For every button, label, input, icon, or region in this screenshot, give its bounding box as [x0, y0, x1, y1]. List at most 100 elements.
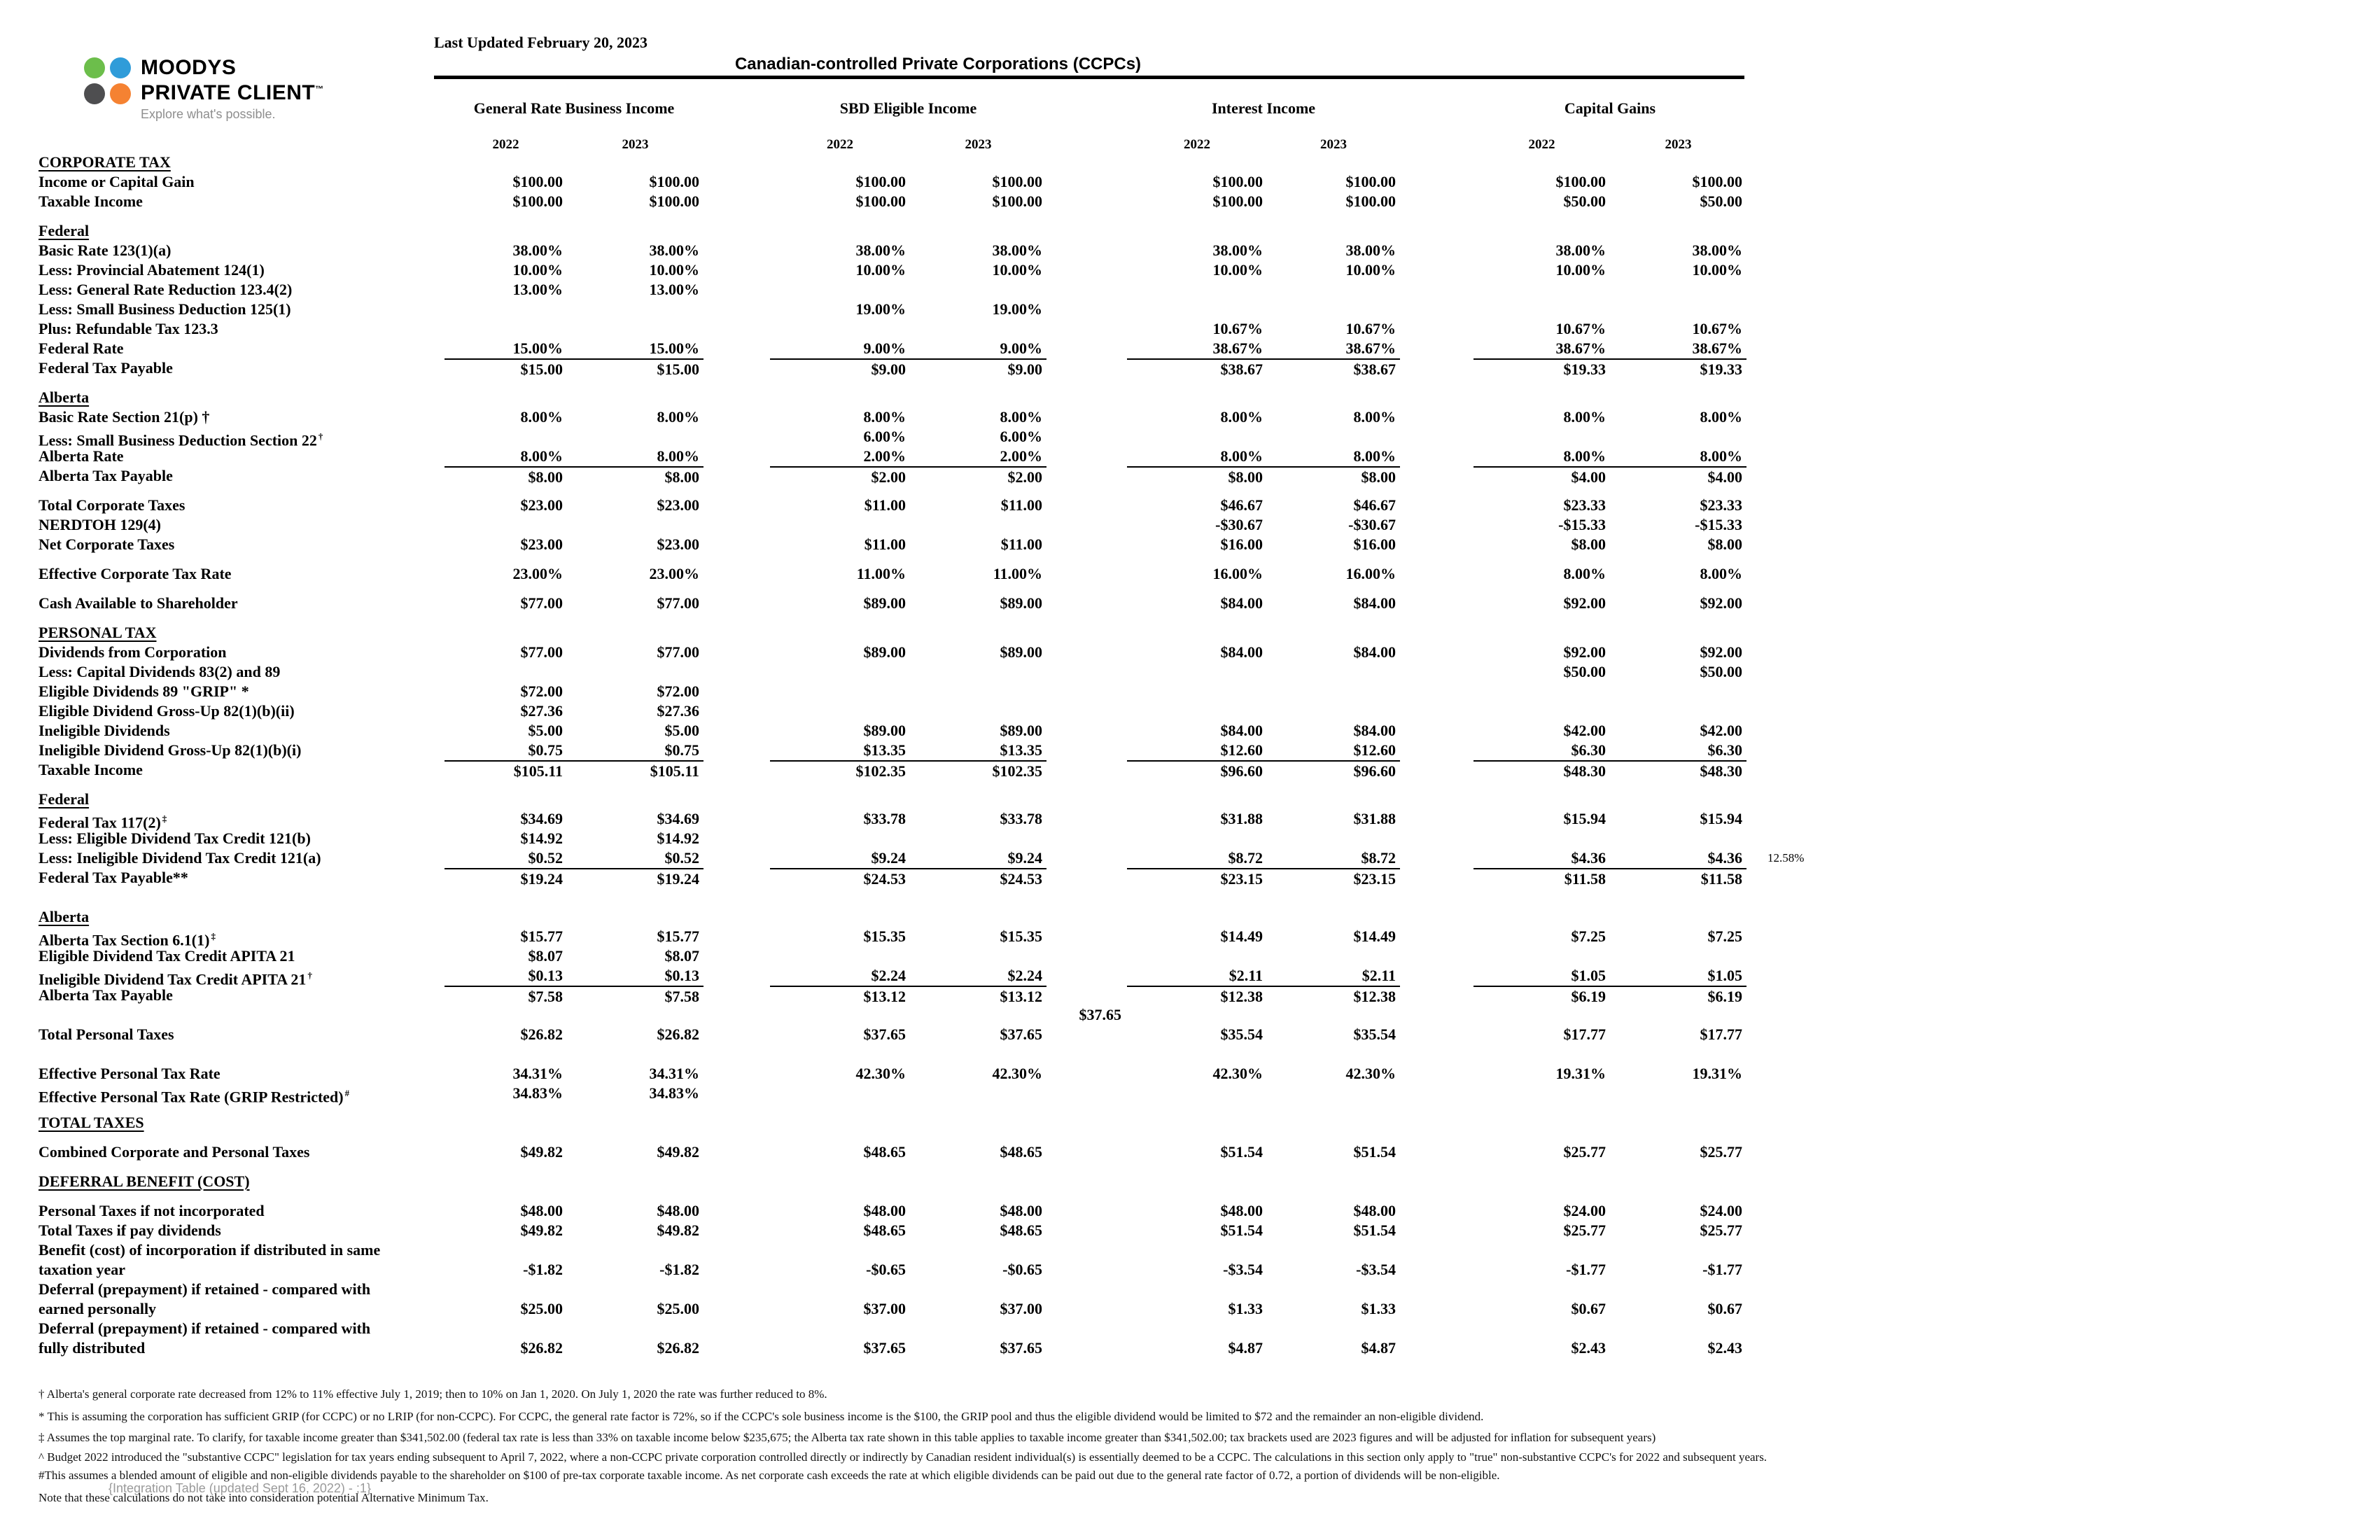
value-cell: 42.30%: [855, 1065, 906, 1082]
column-gap: [1046, 594, 1127, 613]
value-cell: $84.00: [1220, 594, 1264, 612]
value-cell: $26.82: [520, 1339, 564, 1357]
value-cell: $7.58: [567, 986, 704, 1007]
column-gap: [1400, 1299, 1474, 1319]
value-cell: $8.00: [1707, 536, 1743, 553]
value-cell: 8.00%: [520, 447, 564, 465]
value-cell: $49.82: [657, 1222, 700, 1239]
footnote-marker: †: [307, 970, 312, 981]
value-cell: $4.36: [1707, 849, 1743, 867]
row-label: Deferral (prepayment) if retained - comp…: [38, 1320, 371, 1337]
corner-cell: [38, 137, 444, 153]
value-cell: $42.00: [1563, 722, 1606, 739]
margin-cell: [1746, 515, 1851, 535]
row-label: Less: Ineligible Dividend Tax Credit 121…: [38, 849, 321, 867]
value-cell: $23.00: [657, 496, 700, 514]
table-row: Alberta Tax Payable $8.00 $8.00 $2.00 $2.00 $…: [38, 466, 1851, 486]
row-label: Less: Eligible Dividend Tax Credit 121(b…: [38, 830, 311, 847]
value-cell: $8.00: [567, 466, 704, 487]
value-cell: $14.92: [520, 830, 564, 847]
value-cell: 19.31%: [1692, 1065, 1743, 1082]
value-cell: $100.00: [1345, 192, 1396, 210]
column-gap: [1400, 1025, 1474, 1044]
value-cell: -$30.67: [1215, 516, 1263, 533]
value-cell: $84.00: [1220, 643, 1264, 661]
value-cell: 34.31%: [649, 1065, 700, 1082]
column-gap: [1046, 946, 1127, 966]
section-label: PERSONAL TAX: [38, 624, 157, 641]
year-label: 2022: [1528, 137, 1555, 152]
value-cell: [1127, 280, 1267, 300]
column-gap: [704, 280, 770, 300]
column-group-label: General Rate Business Income: [473, 99, 675, 117]
value-cell: 38.67%: [1345, 340, 1396, 357]
value-cell: $38.67: [1267, 358, 1400, 379]
value-cell: [1267, 701, 1400, 721]
column-gap: [704, 721, 770, 741]
row-label: Less: Small Business Deduction 125(1): [38, 300, 291, 318]
column-gap: [704, 1064, 770, 1084]
value-cell: 23.00%: [512, 565, 564, 582]
value-cell: $100.00: [512, 192, 564, 210]
spacer-row: [38, 1044, 1851, 1064]
row-label: Eligible Dividend Tax Credit APITA 21: [38, 947, 295, 965]
value-cell: $35.54: [1220, 1026, 1264, 1043]
value-cell: $24.00: [1563, 1202, 1606, 1219]
column-gap: [1046, 466, 1127, 487]
corner-cell: [38, 98, 444, 119]
table-row: Federal Tax 117(2) ‡ $34.69 $34.69 $33.78 $33…: [38, 809, 1851, 831]
value-cell: $0.52: [664, 849, 700, 867]
spacer-row: [38, 613, 1851, 623]
column-gap: [1400, 407, 1474, 427]
column-gap: [704, 98, 770, 119]
value-cell: $77.00: [657, 594, 700, 612]
column-gap: [1400, 848, 1474, 868]
value-cell: [567, 319, 704, 339]
value-cell: $51.54: [1353, 1222, 1396, 1239]
row-label: Alberta Tax Payable: [38, 986, 173, 1004]
value-cell: 16.00%: [1212, 565, 1264, 582]
logo-circle-green-icon: [84, 57, 105, 78]
column-gap: [1046, 172, 1127, 192]
value-cell: $2.43: [1571, 1339, 1606, 1357]
value-cell: $6.19: [1610, 986, 1746, 1007]
margin-cell: [1746, 98, 1851, 119]
value-cell: $8.07: [528, 947, 564, 965]
margin-cell: [1746, 319, 1851, 339]
subsection-header-row: Federal: [38, 790, 1851, 809]
value-cell: 10.00%: [1692, 261, 1743, 279]
value-cell: $0.67: [1707, 1300, 1743, 1317]
column-gap: [1046, 535, 1127, 554]
footnote-marker: ‡: [211, 931, 216, 941]
value-cell: 10.67%: [1555, 320, 1606, 337]
value-cell: 38.67%: [1212, 340, 1264, 357]
value-cell: $100.00: [855, 192, 906, 210]
value-cell: $46.67: [1353, 496, 1396, 514]
logo-text: MOODYS PRIVATE CLIENT™ Explore what's po…: [141, 57, 324, 122]
row-label: Plus: Refundable Tax 123.3: [38, 320, 218, 337]
value-cell: -$0.65: [866, 1261, 906, 1278]
value-cell: 6.00%: [1000, 428, 1043, 445]
title-divider: [434, 76, 1744, 79]
value-cell: $48.00: [1000, 1202, 1043, 1219]
column-gap: [1400, 564, 1474, 584]
value-cell: [567, 1005, 704, 1025]
margin-cell: [1746, 682, 1851, 701]
value-cell: $100.00: [649, 173, 700, 190]
year-label: 2023: [1665, 137, 1692, 152]
column-gap: [1046, 241, 1127, 260]
column-gap: [1046, 280, 1127, 300]
value-cell: [910, 1084, 1046, 1107]
value-cell: 38.00%: [1555, 241, 1606, 259]
value-cell: -$15.33: [1558, 516, 1606, 533]
value-cell: [1127, 946, 1267, 966]
column-gap: [1400, 868, 1474, 889]
value-cell: $37.65: [863, 1026, 906, 1043]
value-cell: $48.00: [1353, 1202, 1396, 1219]
footnote-marker: †: [318, 431, 323, 442]
value-cell: $34.69: [520, 810, 564, 827]
value-cell: $12.38: [1127, 986, 1267, 1007]
value-cell: $100.00: [1212, 192, 1264, 210]
margin-cell: [1746, 564, 1851, 584]
value-cell: $8.00: [1127, 466, 1267, 487]
